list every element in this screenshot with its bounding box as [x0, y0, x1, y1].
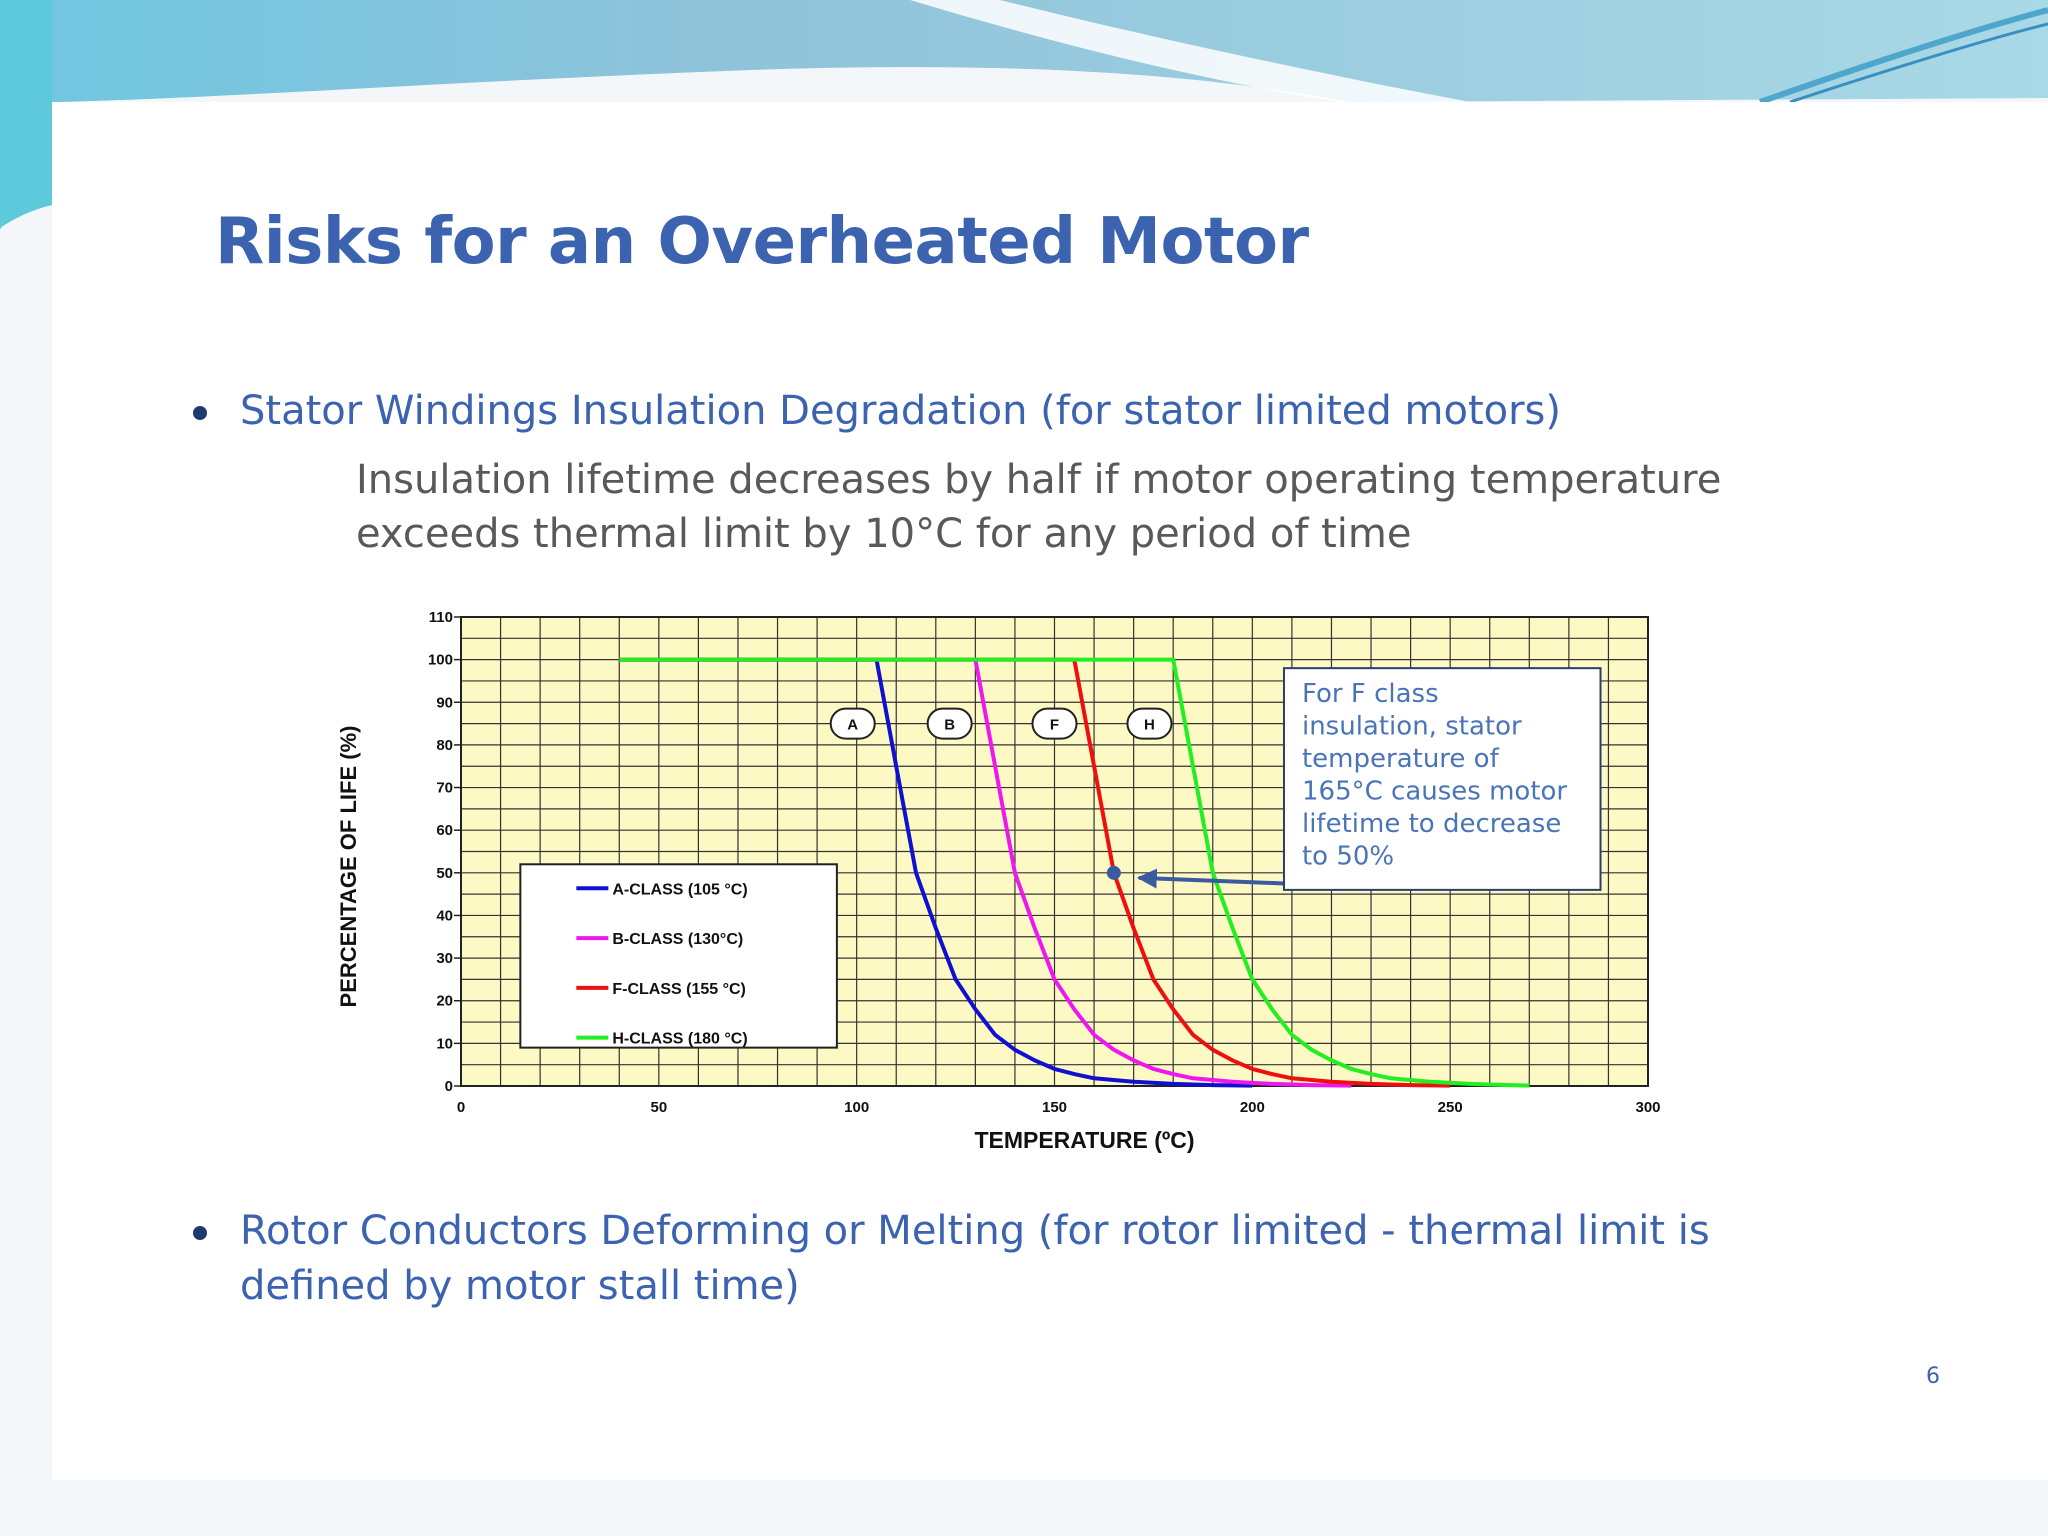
curve-marker-label: F: [1050, 717, 1059, 734]
x-tick-label: 0: [457, 1099, 465, 1116]
curve-marker-badge: [1031, 707, 1078, 740]
bullet-dot-icon: [193, 406, 207, 420]
bullet-text: Stator Windings Insulation Degradation (…: [240, 388, 1561, 434]
annotation-text-line: insulation, stator: [1302, 712, 1522, 742]
y-tick-label: 30: [436, 950, 453, 967]
bullet-text: Rotor Conductors Deforming or Melting (f…: [240, 1208, 1710, 1309]
annotation-box: [1282, 667, 1602, 891]
annotation-text-line: to 50%: [1302, 842, 1394, 872]
bullet-detail: Insulation lifetime decreases by half if…: [356, 453, 1916, 561]
legend-label: A-CLASS (105 °C): [612, 881, 747, 898]
bullet-dot-icon: [193, 1226, 207, 1240]
curve-marker-badge: [926, 707, 973, 740]
bullet-stator: Stator Windings Insulation Degradation (…: [193, 384, 1856, 439]
highlight-point: [1106, 865, 1121, 880]
x-axis-label: TEMPERATURE (ºC): [974, 1127, 1194, 1153]
curve-marker-label: B: [944, 717, 955, 734]
curve-marker-f: F: [1031, 707, 1078, 740]
legend-label: F-CLASS (155 °C): [612, 981, 746, 998]
y-tick-label: 70: [436, 780, 453, 797]
detail-line: Insulation lifetime decreases by half if…: [356, 457, 1722, 503]
y-tick-label: 90: [436, 694, 453, 711]
curve-marker-badge: [1126, 707, 1173, 740]
y-tick-label: 80: [436, 737, 453, 754]
curve-marker-badge: [829, 707, 876, 740]
y-tick-label: 10: [436, 1035, 453, 1052]
x-tick-label: 150: [1042, 1099, 1067, 1116]
plot-frame: [460, 616, 1649, 1087]
slide-title: Risks for an Overheated Motor: [215, 205, 1309, 279]
annotation-text-line: For F class: [1302, 679, 1439, 709]
insulation-life-chart: 0 10 20 30 40 50 60 70 80 90 100 110 0 50 100 150 200 250…: [336, 609, 1661, 1153]
y-axis-label: PERCENTAGE OF LIFE (%): [336, 726, 361, 1008]
y-tick-label: 110: [429, 609, 453, 626]
series-line-a-class: [619, 657, 1253, 1088]
curve-marker-a: A: [829, 707, 876, 740]
x-tick-label: 100: [844, 1099, 869, 1116]
y-tick-label: 100: [428, 652, 453, 669]
annotation-text-line: temperature of: [1302, 744, 1500, 774]
y-tick-label: 40: [436, 907, 453, 924]
bullet-rotor: Rotor Conductors Deforming or Melting (f…: [193, 1204, 1856, 1314]
y-tick-label: 0: [445, 1078, 453, 1095]
chart-legend: A-CLASS (105 °C) B-CLASS (130°C) F-CLASS (…: [519, 863, 838, 1049]
legend-label: H-CLASS (180 °C): [612, 1031, 747, 1048]
x-tick-label: 200: [1240, 1099, 1265, 1116]
series-line-b-class: [619, 657, 1352, 1088]
legend-label: B-CLASS (130°C): [612, 931, 743, 948]
y-tick-label: 50: [436, 865, 453, 882]
annotation-text-line: lifetime to decrease: [1302, 809, 1561, 839]
series-line-h-class: [619, 657, 1530, 1088]
y-tick-label: 60: [436, 822, 453, 839]
x-tick-label: 250: [1438, 1099, 1463, 1116]
legend-box: [519, 863, 838, 1049]
detail-line: exceeds thermal limit by 10°C for any pe…: [356, 511, 1412, 557]
x-tick-label: 300: [1635, 1099, 1660, 1116]
series-line-f-class: [619, 657, 1451, 1088]
x-tick-label: 50: [650, 1099, 667, 1116]
curve-marker-b: B: [926, 707, 973, 740]
curve-marker-label: H: [1144, 717, 1155, 734]
annotation-arrow: [1136, 868, 1285, 889]
curve-marker-h: H: [1126, 707, 1173, 740]
annotation-text-line: 165°C causes motor: [1302, 777, 1567, 807]
curve-marker-label: A: [847, 717, 858, 734]
slide-number: 6: [1926, 1364, 1940, 1389]
y-tick-label: 20: [436, 993, 453, 1010]
